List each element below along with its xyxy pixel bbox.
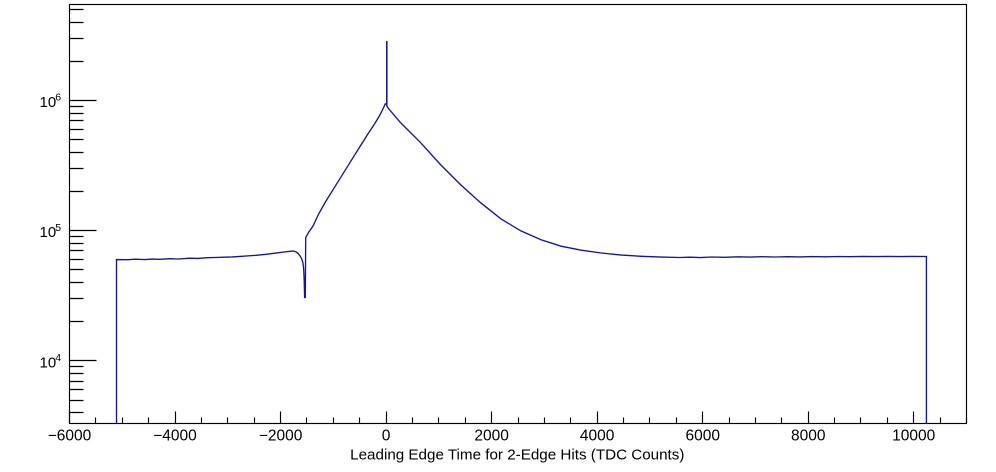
svg-text:8000: 8000 — [791, 427, 826, 444]
svg-text:2000: 2000 — [474, 427, 509, 444]
svg-text:6: 6 — [55, 92, 61, 104]
svg-text:10: 10 — [40, 224, 57, 241]
svg-text:−6000: −6000 — [48, 427, 92, 444]
svg-text:−4000: −4000 — [153, 427, 197, 444]
svg-text:10: 10 — [40, 354, 57, 371]
svg-text:4: 4 — [55, 352, 61, 364]
svg-text:10000: 10000 — [892, 427, 935, 444]
svg-text:5: 5 — [55, 222, 61, 234]
svg-text:−2000: −2000 — [259, 427, 303, 444]
svg-text:10: 10 — [40, 94, 57, 111]
svg-text:4000: 4000 — [580, 427, 615, 444]
svg-text:Leading Edge Time for 2-Edge H: Leading Edge Time for 2-Edge Hits (TDC C… — [350, 447, 684, 464]
svg-text:0: 0 — [382, 427, 391, 444]
svg-text:6000: 6000 — [685, 427, 720, 444]
